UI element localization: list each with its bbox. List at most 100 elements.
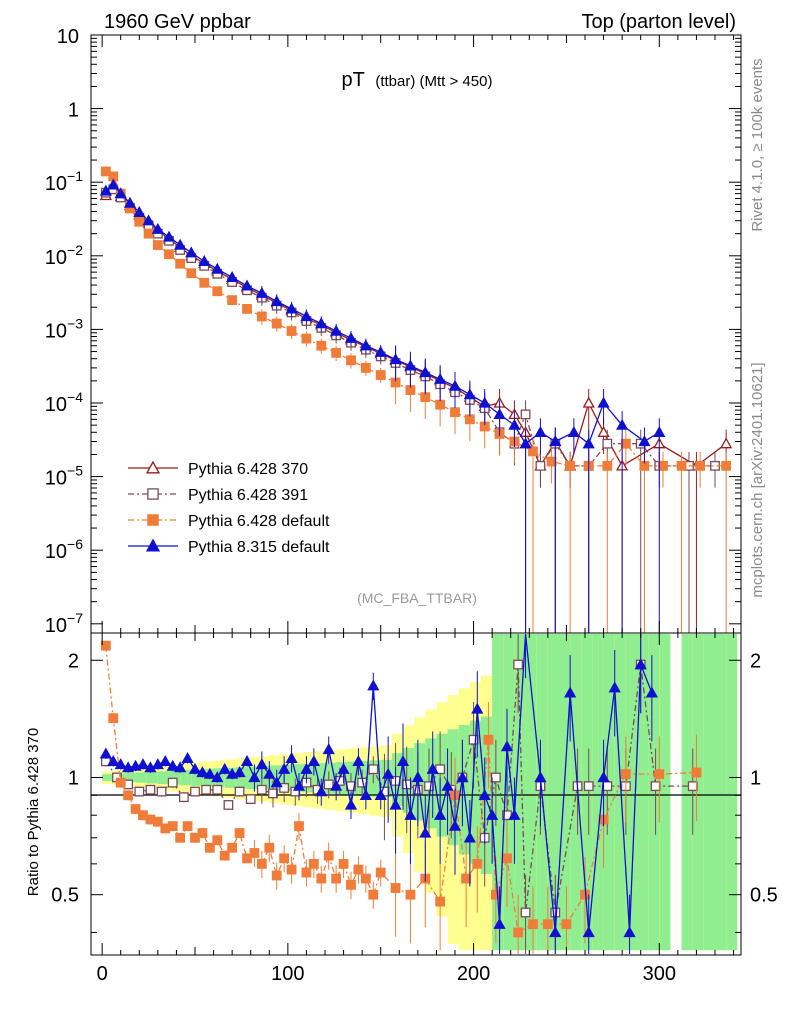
y-tick-label-base: 10 xyxy=(45,541,67,563)
data-point xyxy=(359,339,372,351)
data-point xyxy=(508,418,521,430)
ratio-point xyxy=(203,767,216,779)
data-point xyxy=(638,435,651,447)
data-point xyxy=(134,216,145,227)
ratio-y-axis-label: Ratio to Pythia 6.428 370 xyxy=(25,728,42,896)
data-point xyxy=(315,317,328,329)
uncertainty-band-inner xyxy=(347,761,359,796)
y-tick-label-base: 1 xyxy=(68,100,79,122)
y-tick-label: 10−3 xyxy=(45,315,83,342)
uncertainty-band-inner xyxy=(235,767,247,789)
uncertainty-band-inner xyxy=(726,634,738,951)
ratio-point xyxy=(346,879,356,890)
ratio-point xyxy=(405,889,416,900)
data-point xyxy=(620,438,631,449)
ratio-point xyxy=(461,873,472,884)
series-pythia-6-428-default xyxy=(100,166,732,633)
uncertainty-band-inner xyxy=(369,760,381,797)
data-point xyxy=(198,255,211,267)
y-tick-label: 1 xyxy=(68,100,79,122)
y-tick-label: 10 xyxy=(57,26,79,48)
data-point xyxy=(546,456,557,467)
ratio-point xyxy=(315,785,328,797)
ratio-point xyxy=(426,762,439,774)
ratio-point xyxy=(441,779,454,791)
ratio-point xyxy=(270,776,283,788)
ratio-point xyxy=(178,792,189,803)
ratio-point xyxy=(483,734,494,745)
analysis-tag: (MC_FBA_TTBAR) xyxy=(357,590,477,606)
ratio-point xyxy=(212,784,223,795)
data-point xyxy=(520,409,531,420)
data-point xyxy=(107,178,120,190)
data-point xyxy=(256,311,267,322)
legend-label-pythia-6-428-391: Pythia 6.428 391 xyxy=(188,487,308,504)
ratio-point xyxy=(582,926,595,938)
data-point xyxy=(721,460,732,471)
ratio-axis-ticks: 2 2 1 1 0.5 0.5 xyxy=(51,650,778,933)
ratio-point xyxy=(218,762,231,774)
y-tick-label-exponent: −3 xyxy=(67,315,83,331)
ratio-point xyxy=(279,783,290,793)
y-tick-label-exponent: −5 xyxy=(67,463,83,479)
legend-marker-pythia-6-428-default xyxy=(147,514,159,526)
ratio-point xyxy=(463,831,476,843)
ratio-point xyxy=(301,867,312,878)
ratio-y-tick-label: 0.5 xyxy=(51,885,79,907)
ratio-point xyxy=(130,804,141,814)
ratio-point xyxy=(285,751,298,763)
data-point xyxy=(301,333,312,344)
ratio-point xyxy=(233,766,246,778)
uncertainty-band-inner xyxy=(325,762,337,794)
uncertainty-band-inner xyxy=(592,634,604,951)
data-point xyxy=(162,230,176,242)
data-point xyxy=(185,246,198,258)
ratio-point xyxy=(234,786,245,797)
ratio-point xyxy=(561,919,572,930)
x-axis-ticks: 0 100 200 300 xyxy=(97,35,735,985)
uncertainty-band-inner xyxy=(180,770,192,786)
ratio-point xyxy=(542,919,553,930)
ratio-point xyxy=(620,769,631,780)
uncertainty-band-inner xyxy=(469,720,481,864)
data-point xyxy=(463,388,476,400)
ratio-point xyxy=(691,767,702,778)
uncertainty-band-inner xyxy=(191,769,203,786)
legend-label-pythia-8-315-default: Pythia 8.315 default xyxy=(188,539,330,556)
ratio-point xyxy=(279,853,290,864)
data-point xyxy=(448,379,462,391)
data-point xyxy=(404,359,417,371)
x-tick-label: 200 xyxy=(457,963,490,985)
data-point xyxy=(389,353,402,365)
ratio-point xyxy=(114,758,127,770)
uncertainty-band-inner xyxy=(581,634,593,951)
data-point xyxy=(199,277,210,288)
uncertainty-band-inner xyxy=(169,770,181,785)
y-tick-label-exponent: −4 xyxy=(67,389,83,405)
legend-label-pythia-6-428-default: Pythia 6.428 default xyxy=(188,513,330,530)
data-point xyxy=(616,418,629,430)
y-tick-label: 10−4 xyxy=(45,389,83,416)
ratio-point xyxy=(156,786,167,797)
data-point xyxy=(528,446,538,457)
ratio-point xyxy=(197,828,208,838)
data-point xyxy=(100,166,111,177)
ratio-y-tick-label: 2 xyxy=(68,650,79,672)
ratio-point xyxy=(338,858,349,869)
ratio-point xyxy=(255,758,268,770)
data-point xyxy=(567,425,580,437)
ratio-point xyxy=(508,808,521,820)
data-point xyxy=(478,396,491,408)
series-line-pythia-6-428-370 xyxy=(105,187,727,468)
data-point xyxy=(597,396,610,408)
ratio-point xyxy=(534,771,547,783)
y-tick-label: 10−2 xyxy=(45,242,83,269)
uncertainty-band-inner xyxy=(614,634,626,951)
ratio-point xyxy=(486,808,499,820)
ratio-point xyxy=(602,781,613,792)
y-tick-label-exponent: −1 xyxy=(67,168,83,184)
ratio-point xyxy=(134,786,145,797)
ratio-point xyxy=(107,755,120,767)
ratio-point xyxy=(212,835,223,846)
ratio-point xyxy=(256,784,267,795)
